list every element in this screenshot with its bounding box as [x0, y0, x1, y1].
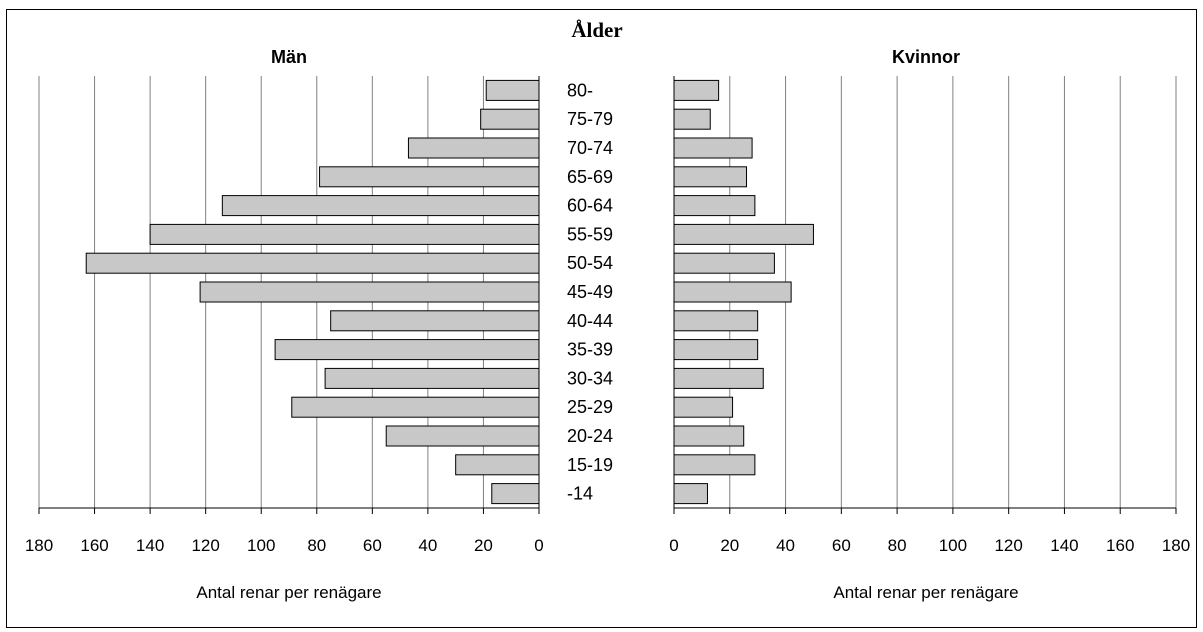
women-bar — [673, 252, 775, 274]
women-bar — [673, 195, 756, 217]
age-category-label: 70-74 — [567, 138, 613, 158]
age-category-label: 35-39 — [567, 340, 613, 360]
women-bar — [673, 281, 792, 303]
men-bar — [491, 483, 540, 505]
women-x-axis-label: Antal renar per renägare — [833, 583, 1018, 602]
age-category-label: 60-64 — [567, 196, 613, 216]
women-bar — [673, 454, 756, 476]
men-bar — [274, 339, 540, 361]
age-category-label: 15-19 — [567, 455, 613, 475]
women-panel-title: Kvinnor — [892, 47, 960, 67]
women-x-tick-label: 140 — [1050, 536, 1078, 555]
men-bar — [385, 425, 540, 447]
men-bar — [85, 252, 540, 274]
women-bar — [673, 425, 745, 447]
age-category-label: 40-44 — [567, 311, 613, 331]
women-x-tick-label: 160 — [1106, 536, 1134, 555]
men-bar — [330, 310, 540, 332]
men-bar — [319, 166, 540, 188]
men-x-tick-label: 180 — [25, 536, 53, 555]
age-category-label: 30-34 — [567, 368, 613, 388]
age-category-label: 65-69 — [567, 167, 613, 187]
women-x-tick-label: 0 — [669, 536, 678, 555]
age-category-label: 80- — [567, 80, 593, 100]
men-x-tick-label: 100 — [247, 536, 275, 555]
men-x-axis-label: Antal renar per renägare — [196, 583, 381, 602]
men-bar — [291, 396, 540, 418]
men-bar — [221, 195, 540, 217]
women-bar — [673, 396, 734, 418]
age-category-label: 25-29 — [567, 397, 613, 417]
women-bar — [673, 166, 748, 188]
women-x-tick-label: 60 — [832, 536, 851, 555]
men-bar — [324, 367, 540, 389]
women-x-tick-label: 180 — [1162, 536, 1190, 555]
age-category-label: -14 — [567, 484, 593, 504]
men-x-tick-label: 80 — [307, 536, 326, 555]
men-bar — [485, 79, 540, 101]
women-bar — [673, 223, 814, 245]
women-x-tick-label: 40 — [776, 536, 795, 555]
age-category-label: 20-24 — [567, 426, 613, 446]
chart-frame — [6, 9, 1197, 628]
age-category-label: 55-59 — [567, 224, 613, 244]
women-bar — [673, 137, 753, 159]
men-x-tick-label: 160 — [80, 536, 108, 555]
men-x-tick-label: 0 — [534, 536, 543, 555]
women-bar — [673, 339, 759, 361]
women-x-tick-label: 100 — [939, 536, 967, 555]
men-x-tick-label: 140 — [136, 536, 164, 555]
men-bar — [480, 108, 540, 130]
men-bar — [149, 223, 540, 245]
age-category-label: 50-54 — [567, 253, 613, 273]
men-bar — [455, 454, 540, 476]
age-category-label: 45-49 — [567, 282, 613, 302]
men-bar — [407, 137, 540, 159]
chart-title: Ålder — [571, 18, 622, 42]
women-x-tick-label: 20 — [720, 536, 739, 555]
women-bar — [673, 79, 720, 101]
women-bar — [673, 310, 759, 332]
men-bar — [199, 281, 540, 303]
men-x-tick-label: 20 — [474, 536, 493, 555]
men-x-tick-label: 60 — [363, 536, 382, 555]
women-bar — [673, 367, 764, 389]
women-x-tick-label: 80 — [888, 536, 907, 555]
women-x-tick-label: 120 — [994, 536, 1022, 555]
age-category-label: 75-79 — [567, 109, 613, 129]
men-x-tick-label: 40 — [418, 536, 437, 555]
men-panel-title: Män — [271, 47, 307, 67]
women-bar — [673, 108, 711, 130]
men-x-tick-label: 120 — [191, 536, 219, 555]
women-bar — [673, 483, 708, 505]
